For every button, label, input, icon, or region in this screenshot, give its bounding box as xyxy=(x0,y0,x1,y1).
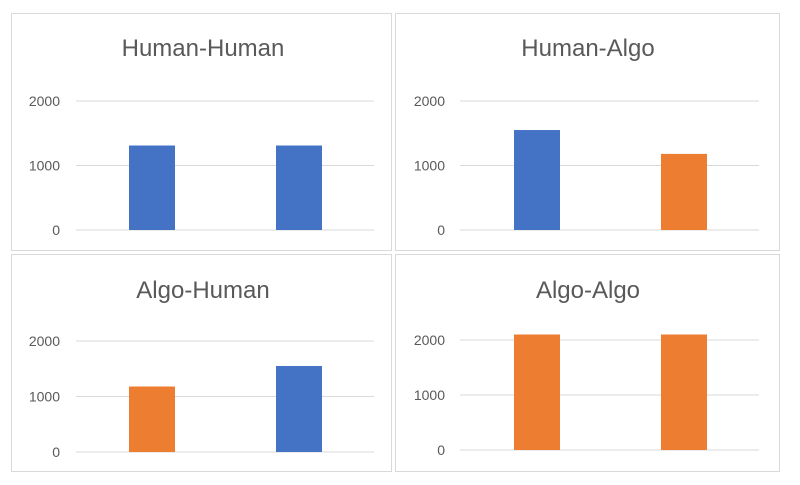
y-tick-label: 0 xyxy=(437,442,445,458)
bar-2 xyxy=(661,153,707,230)
y-tick-label: 1000 xyxy=(29,389,60,405)
chart-panel-human-algo: Human-Algo 0 1000 2000 xyxy=(395,13,780,251)
bar-1 xyxy=(129,145,175,230)
chart-svg-algo-algo: Algo-Algo 0 1000 2000 xyxy=(414,277,759,458)
y-tick-label: 1000 xyxy=(414,387,445,403)
bar-2 xyxy=(276,145,322,230)
bar-1 xyxy=(514,334,560,450)
y-tick-label: 0 xyxy=(52,444,60,460)
chart-title: Algo-Algo xyxy=(536,277,640,304)
bar-2 xyxy=(276,365,322,452)
chart-title: Algo-Human xyxy=(136,277,269,304)
y-tick-label: 1000 xyxy=(414,158,445,174)
chart-panel-human-human: Human-Human 0 1000 2000 xyxy=(11,13,392,251)
y-tick-label: 2000 xyxy=(414,332,445,348)
y-tick-label: 2000 xyxy=(29,93,60,109)
chart-title: Human-Algo xyxy=(521,35,654,62)
chart-svg-human-human: Human-Human 0 1000 2000 xyxy=(29,35,374,238)
chart-panel-algo-human: Algo-Human 0 1000 2000 xyxy=(11,254,392,472)
chart-svg-algo-human: Algo-Human 0 1000 2000 xyxy=(29,277,374,460)
y-tick-label: 0 xyxy=(52,222,60,238)
y-tick-label: 2000 xyxy=(29,333,60,349)
bar-1 xyxy=(129,386,175,452)
bar-1 xyxy=(514,130,560,230)
chart-panel-algo-algo: Algo-Algo 0 1000 2000 xyxy=(395,254,780,472)
y-tick-label: 1000 xyxy=(29,158,60,174)
chart-title: Human-Human xyxy=(122,35,285,62)
chart-svg-human-algo: Human-Algo 0 1000 2000 xyxy=(414,35,759,238)
y-tick-label: 2000 xyxy=(414,93,445,109)
bar-2 xyxy=(661,334,707,450)
y-tick-label: 0 xyxy=(437,222,445,238)
